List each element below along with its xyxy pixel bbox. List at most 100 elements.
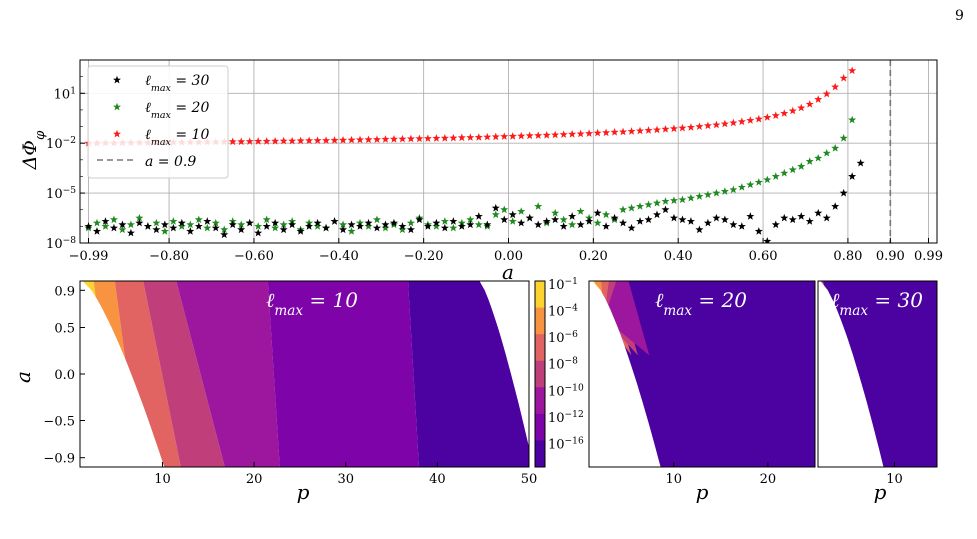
star-marker [831, 82, 840, 91]
star-marker [279, 225, 288, 234]
label-value: = 10 [303, 288, 358, 312]
star-marker [152, 218, 161, 227]
star-marker [703, 121, 712, 130]
star-marker [254, 228, 263, 237]
star-marker [644, 215, 653, 224]
heatmap-band [267, 281, 419, 467]
star-marker [160, 227, 169, 235]
x-tick-label: 0.90 [876, 249, 905, 264]
y-tick-label: −0.9 [43, 452, 75, 467]
star-marker [101, 217, 110, 225]
panel-c-ticks: 10 [886, 462, 903, 487]
star-marker [695, 122, 704, 130]
star-marker [347, 227, 356, 235]
star-marker [797, 212, 806, 220]
max-subscript: max [839, 303, 868, 319]
star-marker [788, 215, 797, 224]
star-marker [805, 157, 814, 165]
heatmap-band [176, 281, 280, 467]
star-marker [678, 123, 687, 132]
star-marker [653, 125, 661, 134]
max-subscript: max [663, 303, 692, 319]
star-marker [237, 225, 246, 234]
x-tick-label: 40 [429, 472, 446, 487]
star-marker [771, 111, 780, 119]
star-marker [271, 218, 280, 227]
x-tick-label: −0.20 [404, 249, 444, 264]
panel-c-x-axis-label: p [874, 480, 887, 504]
star-marker [398, 222, 407, 230]
star-marker [237, 220, 246, 229]
star-marker [305, 222, 314, 230]
star-marker [432, 222, 441, 230]
star-marker [763, 175, 772, 184]
star-marker [305, 136, 314, 145]
star-marker [508, 217, 517, 225]
ell-symbol: ℓ [655, 288, 664, 312]
star-marker [568, 220, 577, 229]
star-marker [109, 223, 118, 232]
heatmap-panel-lmax-10: 10 20 30 40 500.90.50.0−0.5−0.9 ℓmax = 10 p … [11, 280, 537, 504]
star-marker [415, 215, 424, 224]
x-tick-label: 20 [246, 472, 263, 487]
star-marker [109, 215, 118, 224]
star-marker [483, 132, 492, 141]
script-text: −4 [565, 304, 579, 314]
star-marker [797, 103, 806, 112]
star-marker [500, 132, 509, 140]
star-marker [313, 136, 322, 144]
legend-label: ℓmax = 10 [145, 127, 209, 148]
heatmap-band [408, 281, 529, 467]
legend-marker [113, 102, 121, 111]
script-text: −1 [565, 277, 578, 287]
star-marker [729, 118, 738, 127]
star-marker [237, 137, 246, 146]
legend-marker [113, 75, 121, 84]
star-marker [500, 215, 509, 224]
star-marker [372, 215, 381, 224]
star-marker [822, 89, 831, 98]
star-marker [644, 200, 653, 209]
script-text: −16 [565, 436, 584, 446]
plain-text: 10 [548, 437, 565, 452]
star-marker [474, 133, 483, 141]
star-marker [754, 114, 763, 123]
star-marker [466, 133, 475, 141]
colorbar-label: 10−12 [548, 410, 584, 426]
star-marker [356, 222, 364, 230]
star-marker [559, 222, 568, 230]
y-tick-label: 0.0 [54, 368, 75, 383]
script-text: φ [33, 130, 48, 140]
panel-b-ticks: 10 20 [665, 462, 776, 487]
star-marker [610, 128, 619, 136]
star-marker [406, 225, 415, 234]
y-tick-label: 10−8 [46, 236, 76, 252]
plain-text: 10 [46, 137, 63, 152]
star-marker [491, 210, 500, 219]
star-marker [653, 198, 661, 207]
star-marker [525, 213, 534, 222]
ell-symbol: ℓ [266, 288, 275, 312]
star-marker [525, 131, 534, 140]
star-marker [84, 222, 93, 230]
star-marker [636, 126, 645, 135]
star-marker [279, 136, 288, 145]
star-marker [101, 222, 110, 230]
star-marker [245, 218, 254, 227]
x-tick-label: 20 [760, 472, 777, 487]
star-marker [118, 225, 127, 234]
star-marker [347, 220, 356, 229]
star-marker [372, 135, 381, 143]
star-marker [754, 178, 763, 186]
star-marker [534, 220, 543, 229]
star-marker [848, 66, 857, 75]
star-marker [517, 218, 526, 227]
star-marker [720, 187, 729, 195]
x-tick-label: 10 [665, 472, 682, 487]
star-marker [126, 228, 135, 237]
star-marker [593, 218, 602, 227]
star-marker [576, 207, 585, 215]
star-marker [848, 172, 857, 180]
star-marker [288, 136, 297, 145]
